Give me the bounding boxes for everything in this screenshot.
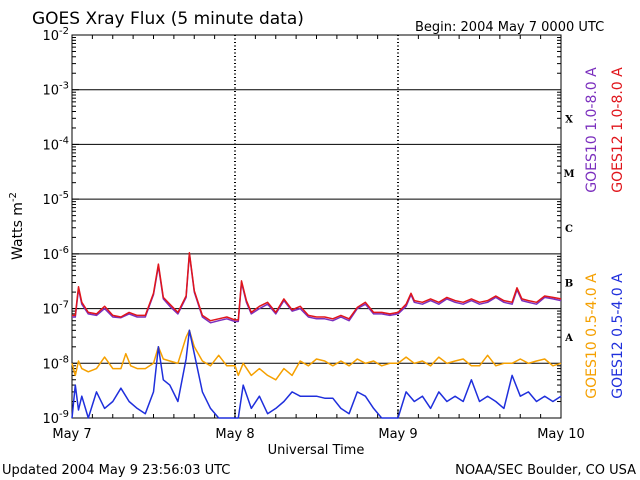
grid — [72, 89, 561, 364]
legend-entry: GOES10 1.0-8.0 A — [584, 67, 600, 193]
chart-title: GOES Xray Flux (5 minute data) — [32, 9, 304, 29]
x-tick-label: May 10 — [537, 427, 585, 442]
y-tick-label: 10-7 — [42, 300, 69, 318]
updated-label: Updated 2004 May 9 23:56:03 UTC — [2, 463, 230, 478]
y-axis: 10-2 10-3 10-4 10-5 10-6 10-7 10-8 10-9 — [42, 26, 561, 427]
flare-class-label: C — [565, 224, 573, 235]
plot-frame — [71, 34, 562, 419]
legend-entry: GOES12 0.5-4.0 A — [610, 273, 626, 399]
day-dividers — [234, 35, 399, 418]
series-line — [72, 253, 562, 324]
legend-entry: GOES10 0.5-4.0 A — [584, 273, 600, 399]
legend: GOES10 1.0-8.0 A GOES12 1.0-8.0 A GOES10 0… — [584, 67, 626, 399]
y-tick-label: 10-3 — [42, 81, 69, 99]
y-tick-label: 10-4 — [42, 135, 69, 153]
y-axis-label: Watts m-2 — [8, 192, 26, 260]
y-tick-label: 10-5 — [42, 190, 69, 208]
x-axis: May 7 May 8 May 9 May 10 — [52, 35, 585, 442]
legend-entry: GOES12 1.0-8.0 A — [610, 67, 626, 193]
x-tick-label: May 7 — [52, 427, 91, 442]
y-axis-label-text: Watts m — [10, 202, 26, 260]
flare-class-labels: X M C B A — [563, 114, 574, 344]
x-axis-label: Universal Time — [268, 443, 365, 458]
begin-label: Begin: 2004 May 7 0000 UTC — [415, 20, 604, 35]
y-tick-label: 10-6 — [42, 245, 69, 263]
series-line — [72, 251, 562, 322]
y-tick-label: 10-9 — [42, 409, 69, 427]
series-line — [71, 329, 562, 381]
flare-class-label: B — [565, 278, 573, 289]
credit-label: NOAA/SEC Boulder, CO USA — [455, 463, 636, 478]
flare-class-label: X — [565, 114, 573, 125]
flare-class-label: M — [563, 169, 574, 180]
x-tick-label: May 9 — [378, 427, 417, 442]
series-line — [71, 329, 562, 419]
x-tick-label: May 8 — [215, 427, 254, 442]
series-group — [71, 251, 562, 419]
y-tick-label: 10-8 — [42, 354, 69, 372]
y-tick-label: 10-2 — [42, 26, 69, 44]
y-axis-label-sup: -2 — [8, 192, 19, 202]
flare-class-label: A — [564, 333, 573, 344]
